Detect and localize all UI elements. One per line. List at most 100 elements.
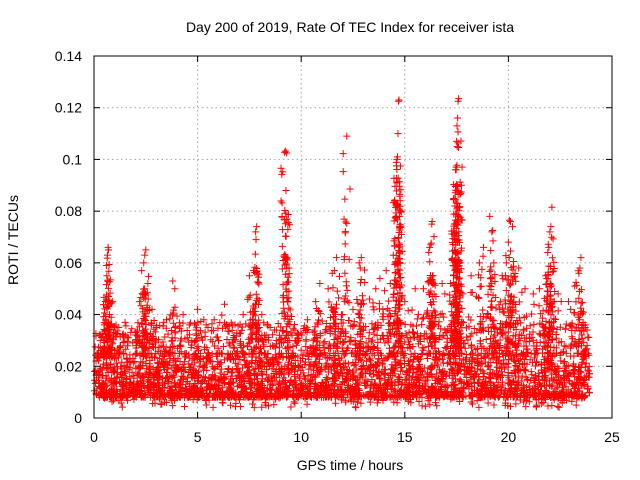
data-point [122,322,130,330]
data-point [433,361,441,369]
data-point [207,375,215,383]
data-point [395,270,403,278]
data-point [338,396,346,404]
data-point [436,355,444,363]
data-point [225,339,233,347]
data-point [242,320,250,328]
data-point [437,325,445,333]
data-point [509,356,517,364]
data-point [258,358,266,366]
data-point [272,367,280,375]
data-point [487,303,495,311]
data-point [216,369,224,377]
data-point [271,373,279,381]
data-point [531,377,539,385]
data-point [472,346,480,354]
data-point [381,287,389,295]
data-point-peak [515,264,523,272]
data-point [284,361,292,369]
data-point [441,290,449,298]
data-point [120,382,128,390]
data-point [379,397,387,405]
data-point [491,393,499,401]
data-point [400,354,408,362]
data-point-peak [480,243,488,251]
data-point [251,250,259,258]
data-point [277,384,285,392]
data-point-peak [169,277,177,285]
data-point [214,344,222,352]
data-point [267,392,275,400]
data-point [538,400,546,408]
data-point-peak [332,254,340,262]
data-point [366,398,374,406]
data-point [512,400,520,408]
data-point [515,374,523,382]
data-point [430,233,438,241]
data-point [523,345,531,353]
data-point-peak [395,96,403,104]
data-point-peak [490,259,498,267]
data-point [291,399,299,407]
data-point [456,398,464,406]
data-point [230,356,238,364]
data-point-peak [221,300,229,308]
data-point [360,361,368,369]
data-point [195,362,203,370]
data-point [562,343,570,351]
data-point [345,299,353,307]
data-point [220,356,228,364]
data-point [433,402,441,410]
data-point [395,222,403,230]
data-point-peak [486,212,494,220]
data-point [163,369,171,377]
data-point-peak [467,272,475,280]
data-point-peak [544,249,552,257]
data-point [160,353,168,361]
data-point [236,402,244,410]
data-point [502,252,510,260]
data-point [454,368,462,376]
data-point [583,326,591,334]
data-point-peak [239,311,247,319]
data-point-peak [376,274,384,282]
data-point [476,337,484,345]
data-point [414,364,422,372]
data-point [362,339,370,347]
data-point [128,325,136,333]
data-point [157,400,165,408]
data-point [537,361,545,369]
data-point-peak [382,267,390,275]
data-point-peak [453,137,461,145]
data-point [158,351,166,359]
data-point [522,366,530,374]
data-point [531,362,539,370]
data-point-peak [564,298,572,306]
data-point [302,337,310,345]
data-point [375,300,383,308]
data-point [401,320,409,328]
data-point [560,342,568,350]
data-point [489,227,497,235]
data-point [322,374,330,382]
data-point [421,386,429,394]
data-point [520,365,528,373]
data-point [279,293,287,301]
data-point [477,366,485,374]
data-point [276,336,284,344]
data-point-peak [505,216,513,224]
data-point [410,329,418,337]
data-point [403,333,411,341]
data-point-peak [312,298,320,306]
data-point [301,376,309,384]
data-point [424,373,432,381]
data-point [515,380,523,388]
data-point [170,373,178,381]
data-point [348,368,356,376]
data-point [214,377,222,385]
data-point [209,403,217,411]
data-point [217,365,225,373]
data-point [383,382,391,390]
data-point [106,289,114,297]
